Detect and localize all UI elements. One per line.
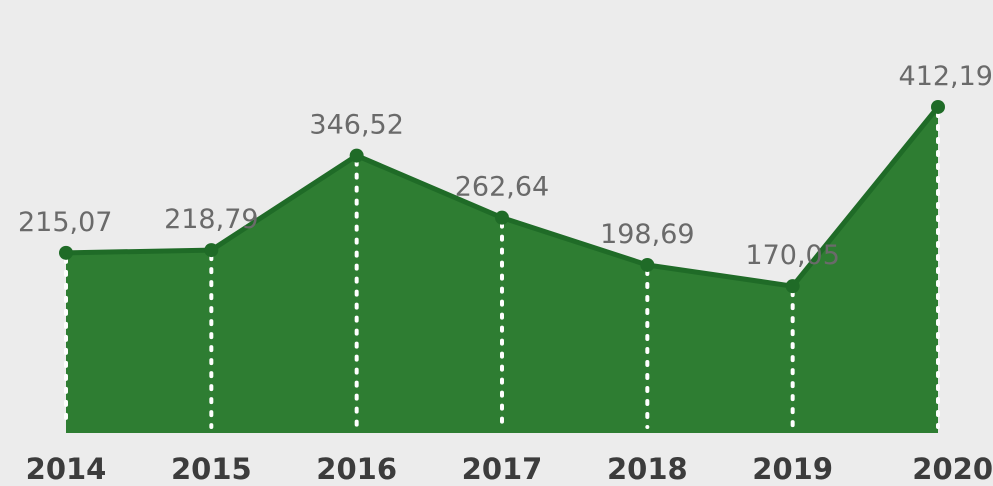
data-point-2017 bbox=[495, 210, 509, 225]
data-point-2014 bbox=[59, 245, 73, 260]
data-label-2016: 346,52 bbox=[309, 110, 403, 141]
x-tick-2016: 2016 bbox=[316, 452, 397, 486]
data-point-2020 bbox=[931, 99, 945, 114]
data-point-2019 bbox=[785, 279, 800, 294]
data-label-2017: 262,64 bbox=[455, 172, 549, 203]
data-labels: 215,07 218,79 346,52 262,64 198,69 170,05 412,… bbox=[18, 61, 993, 271]
drop-lines bbox=[64, 110, 940, 429]
x-tick-2019: 2019 bbox=[752, 452, 833, 486]
markers bbox=[59, 99, 945, 294]
x-tick-2017: 2017 bbox=[462, 452, 543, 486]
x-tick-2014: 2014 bbox=[26, 452, 107, 486]
data-point-2018 bbox=[640, 257, 655, 272]
x-tick-2018: 2018 bbox=[607, 452, 688, 486]
data-label-2018: 198,69 bbox=[600, 219, 694, 250]
data-label-2020: 412,19 bbox=[899, 61, 993, 92]
data-label-2019: 170,05 bbox=[745, 240, 839, 271]
data-label-2014: 215,07 bbox=[18, 207, 112, 238]
data-point-2016 bbox=[349, 148, 364, 163]
area-layer bbox=[66, 106, 938, 433]
x-axis-tick-labels: 2014 2015 2016 2017 2018 2019 2020 bbox=[26, 452, 993, 486]
x-tick-2015: 2015 bbox=[171, 452, 252, 486]
area-fill bbox=[66, 106, 938, 433]
data-point-2015 bbox=[204, 243, 219, 258]
x-tick-2020: 2020 bbox=[912, 452, 993, 486]
data-label-2015: 218,79 bbox=[164, 204, 258, 235]
